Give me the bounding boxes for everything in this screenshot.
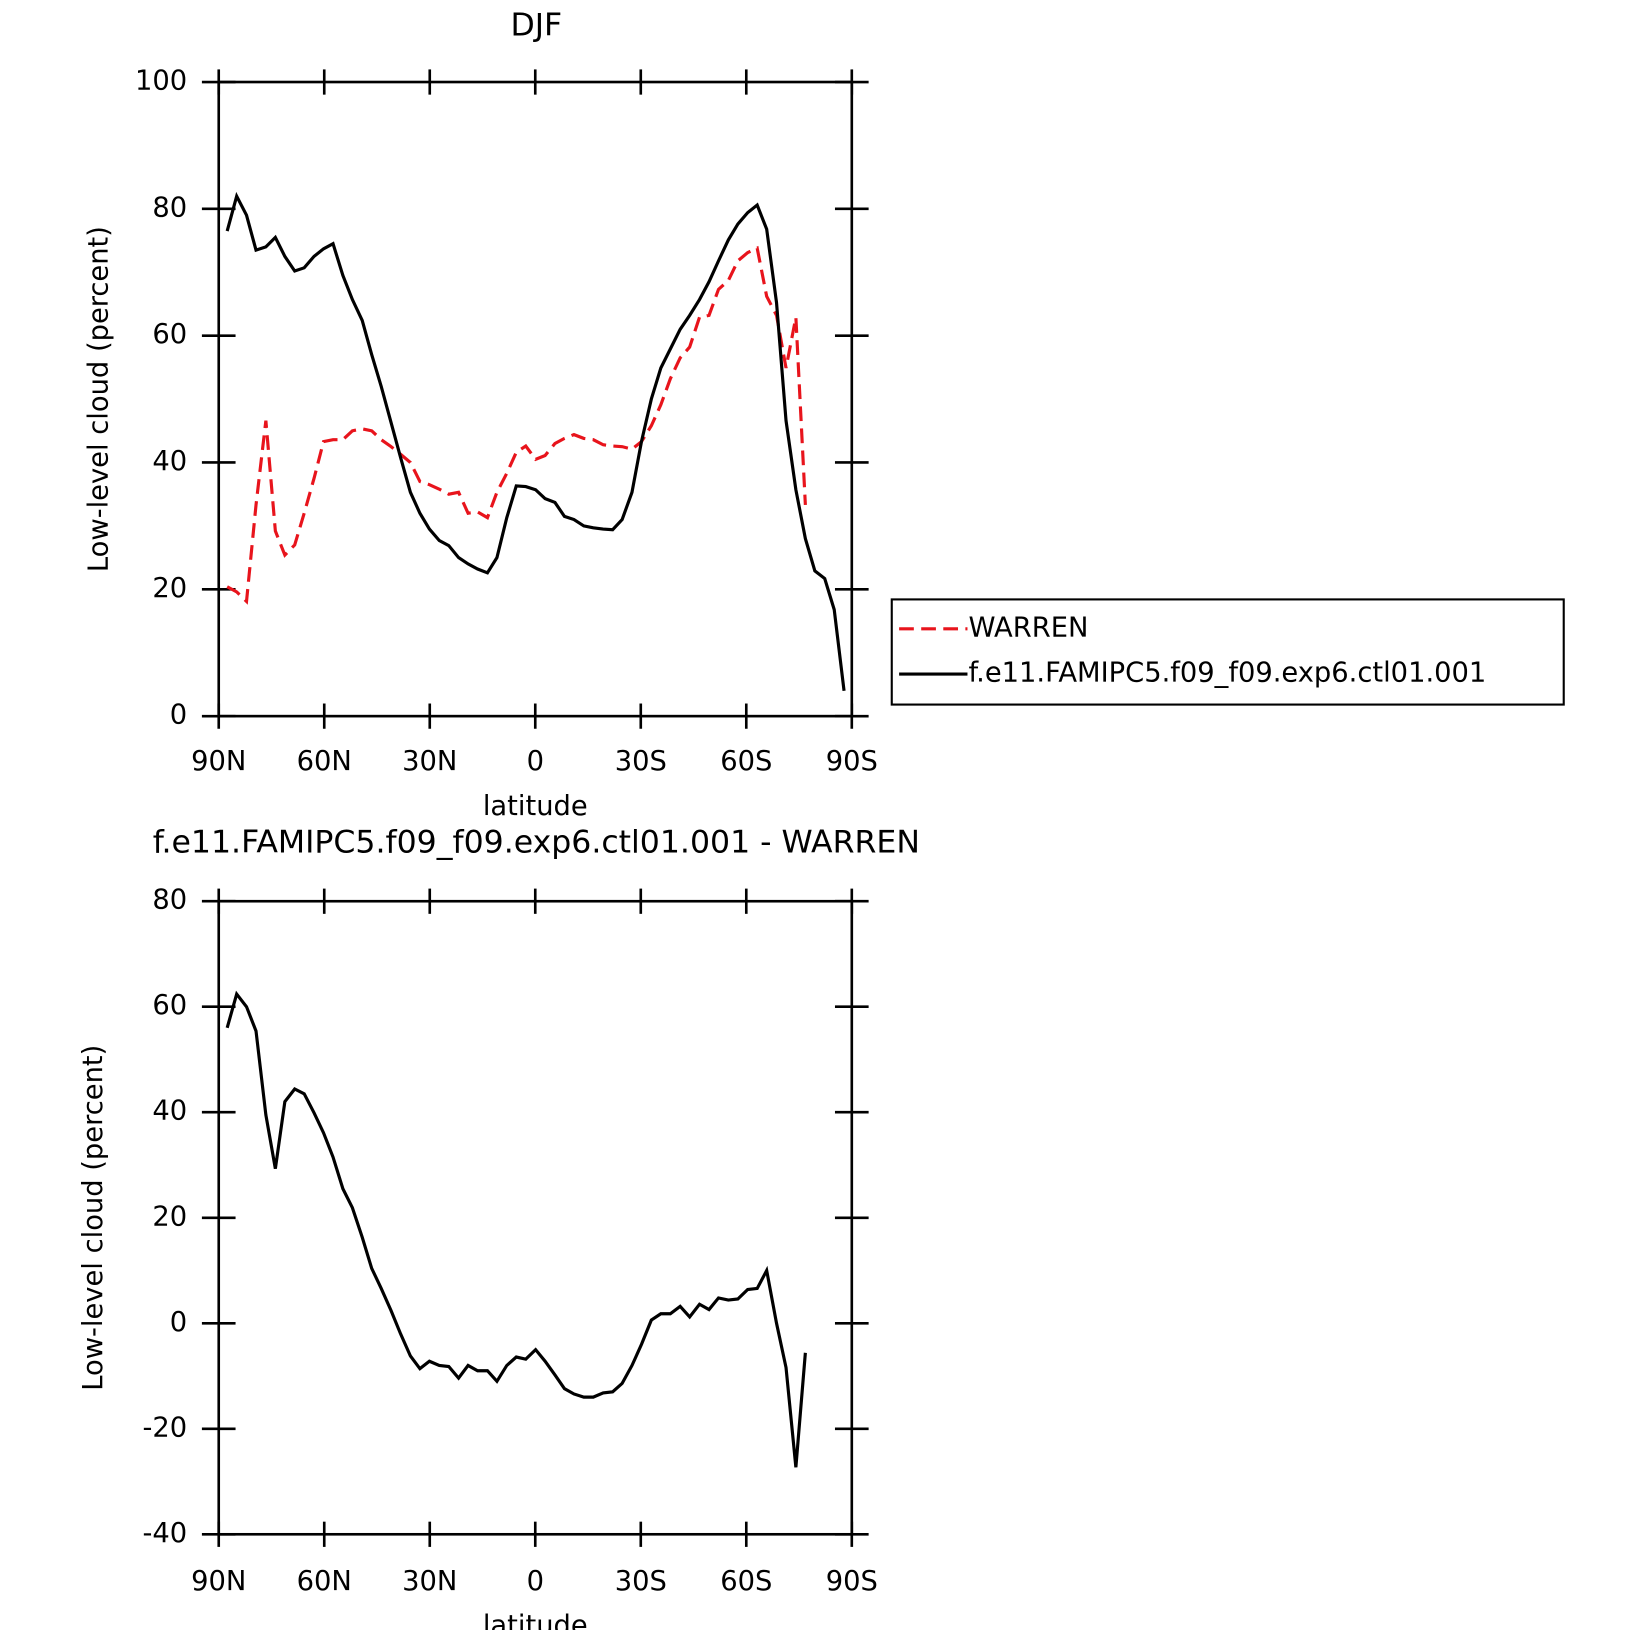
y-tick-label: 40 [152,446,187,477]
y-tick-label: 20 [152,573,187,604]
x-tick-label: 0 [527,746,544,777]
y-tick-label: 0 [170,1307,187,1338]
chart-title: DJF [510,7,562,43]
x-tick-label: 30N [402,746,457,777]
legend-label: WARREN [969,612,1089,643]
y-axis-label: Low-level cloud (percent) [83,226,114,572]
x-tick-label: 90S [826,1566,878,1597]
y-tick-label: -40 [143,1518,188,1549]
x-tick-label: 60N [297,746,352,777]
chart-title: f.e11.FAMIPC5.f09_f09.exp6.ctl01.001 - W… [153,824,920,860]
y-tick-label: 0 [170,700,187,731]
chart-root: DJF latitude Low-level cloud (percent) 90N 6… [78,7,1565,1630]
y-tick-label: 60 [152,319,187,350]
plot-frame [217,899,854,1536]
plot-frame [217,80,854,718]
y-tick-label: 100 [135,66,187,97]
x-tick-label: 60S [720,1566,772,1597]
y-tick-label: 20 [152,1201,187,1232]
x-axis-label: latitude [483,791,588,822]
data-line [226,245,807,605]
x-tick-label: 90N [191,746,246,777]
data-line [225,191,846,691]
y-tick-label: 80 [152,192,187,223]
y-axis-label: Low-level cloud (percent) [78,1045,109,1391]
y-tick-label: 60 [152,990,187,1021]
y-tick-label: 40 [152,1096,187,1127]
y-tick-label: 80 [152,885,187,916]
legend-label: f.e11.FAMIPC5.f09_f09.exp6.ctl01.001 [969,658,1487,689]
x-axis-label: latitude [483,1610,588,1630]
x-tick-label: 0 [527,1566,544,1597]
x-tick-label: 30S [615,746,667,777]
x-tick-label: 30N [402,1566,457,1597]
data-line [225,990,807,1468]
x-tick-label: 60N [297,1566,352,1597]
y-tick-label: -20 [143,1412,188,1443]
legend-box [890,598,1565,706]
x-tick-label: 90S [826,746,878,777]
x-tick-label: 30S [615,1566,667,1597]
x-tick-label: 90N [191,1566,246,1597]
x-tick-label: 60S [720,746,772,777]
